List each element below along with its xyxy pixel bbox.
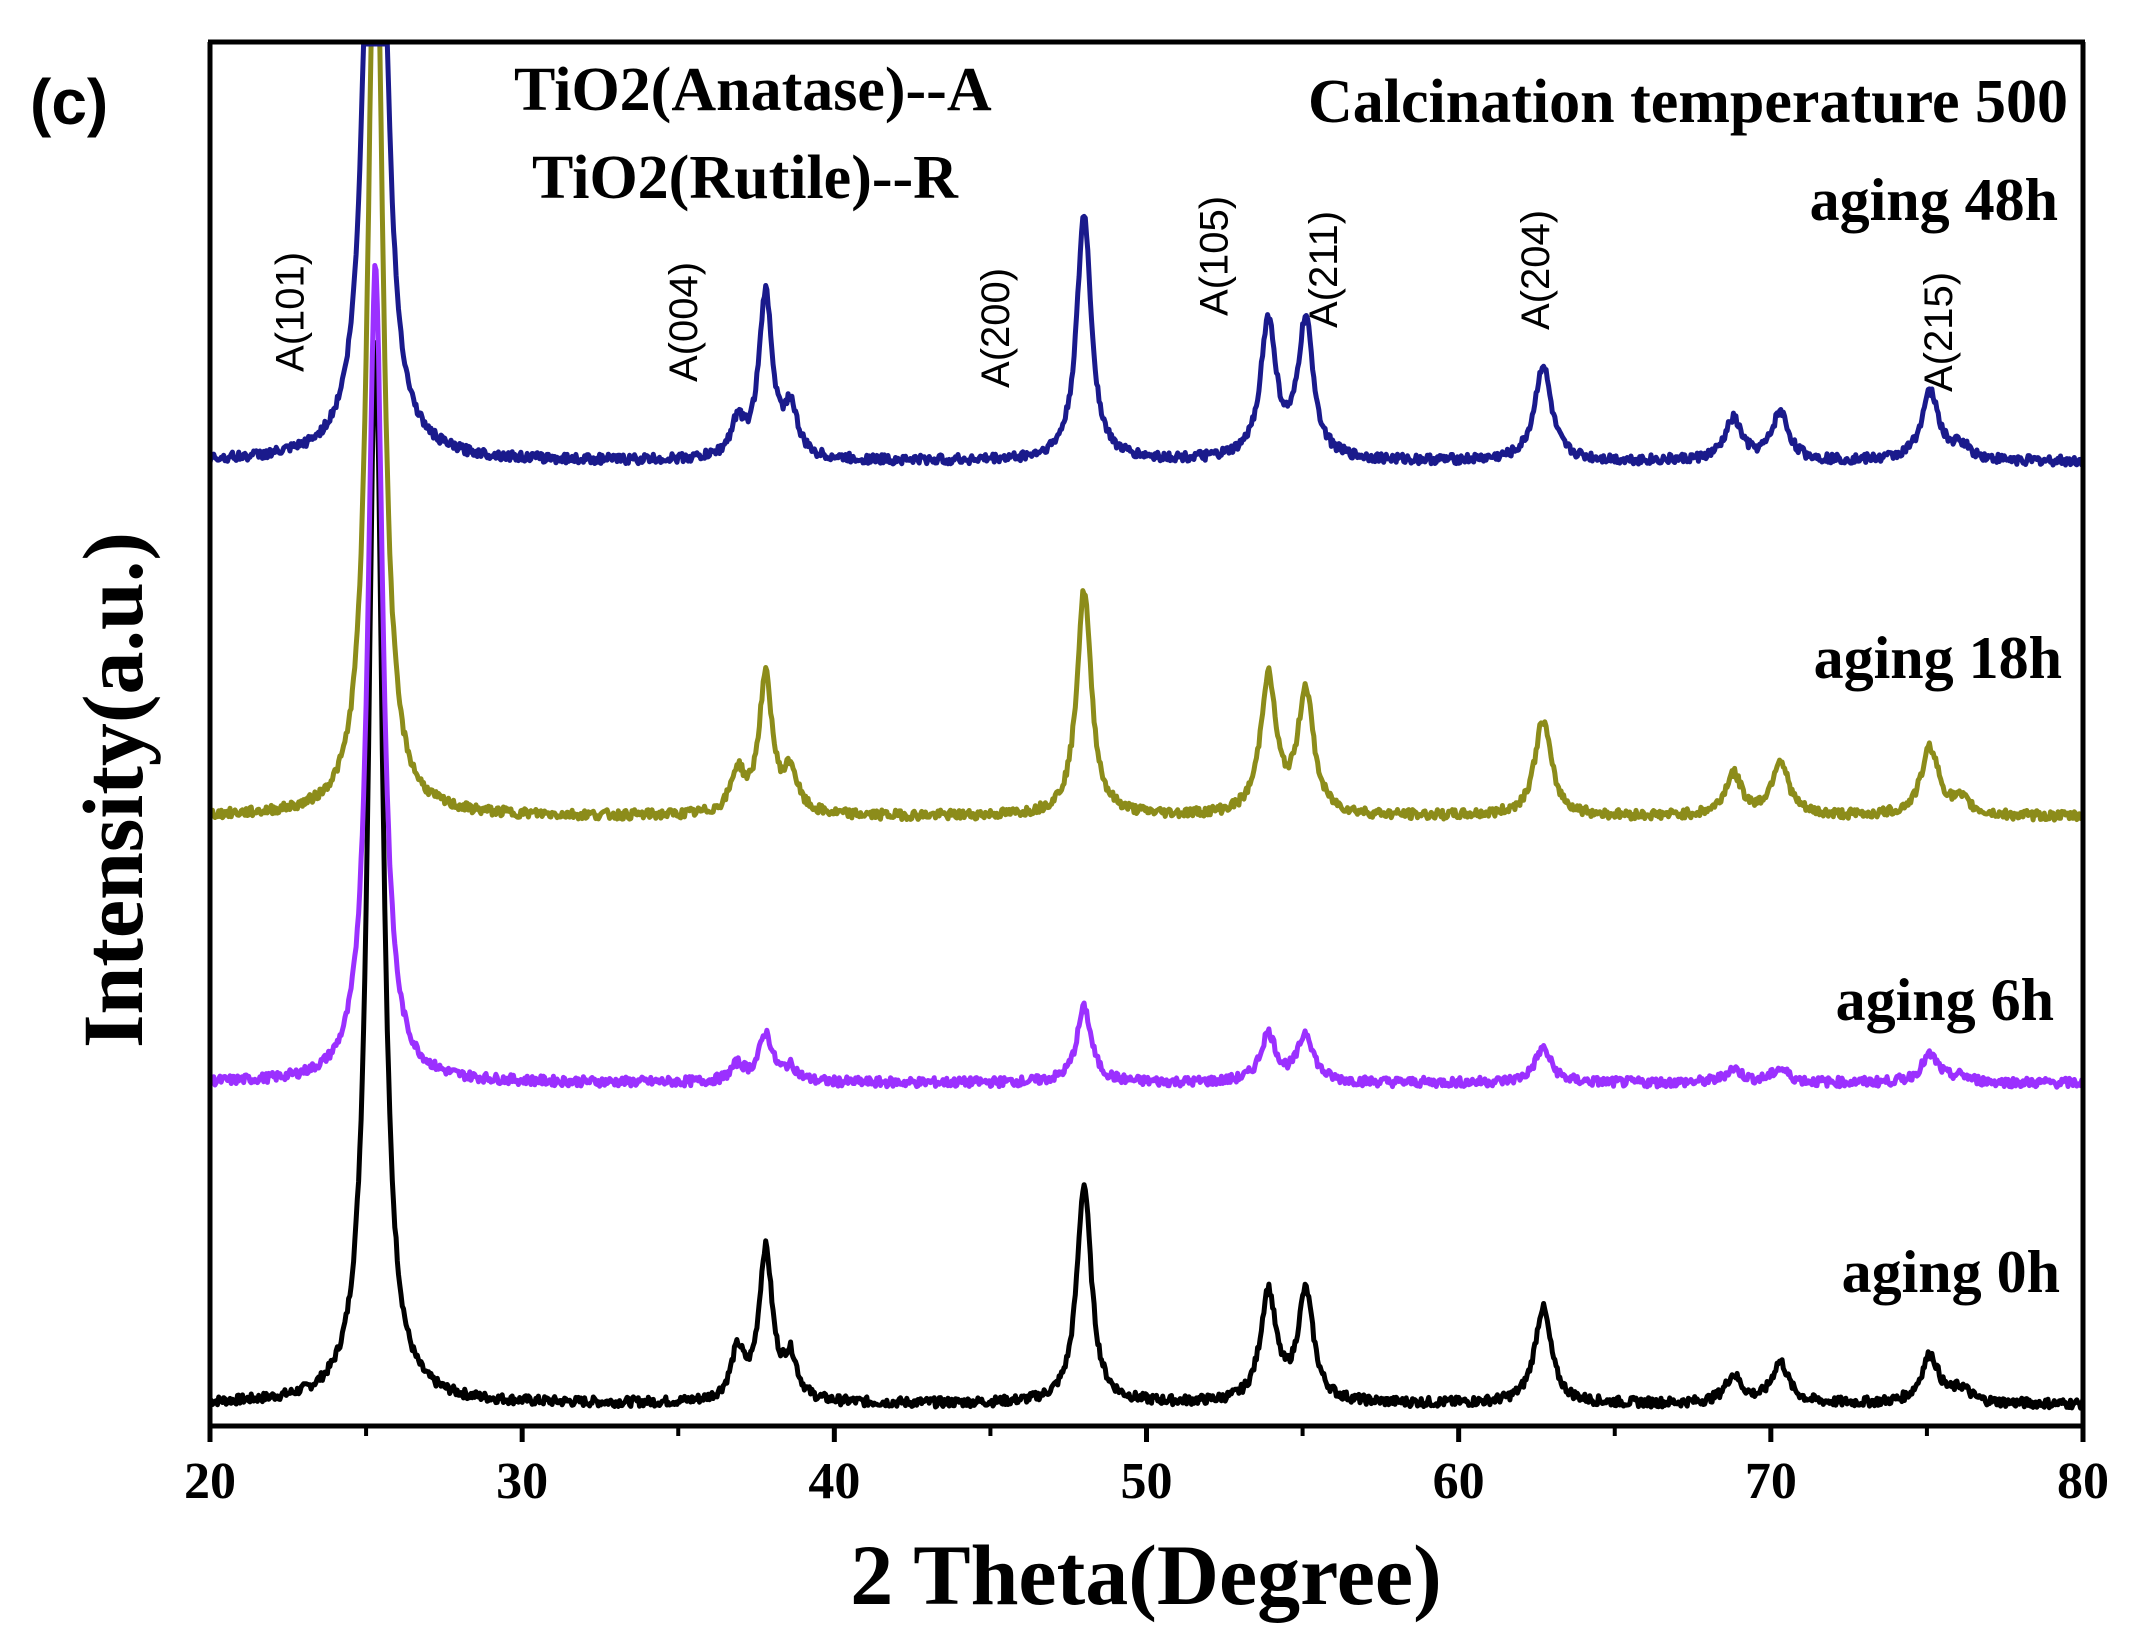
legend-rutile: TiO2(Rutile)--R bbox=[532, 144, 959, 212]
peak-label-A211: A(211) bbox=[1302, 211, 1346, 328]
x-tick-label-80: 80 bbox=[2057, 1453, 2109, 1510]
x-tick-label-40: 40 bbox=[808, 1453, 860, 1510]
series-layer bbox=[207, 41, 2086, 1411]
chart-title: Calcination temperature 500 bbox=[1308, 68, 2068, 136]
x-axis-label: 2 Theta(Degree) bbox=[850, 1527, 1441, 1623]
peak-label-A215: A(215) bbox=[1917, 272, 1961, 392]
peak-label-A200: A(200) bbox=[974, 268, 1018, 388]
x-tick-label-20: 20 bbox=[184, 1453, 236, 1510]
series-line-aging-6h bbox=[207, 263, 2086, 1090]
peak-label-A204: A(204) bbox=[1514, 210, 1558, 330]
panel-label: (c) bbox=[30, 66, 108, 138]
series-label-48h: aging 48h bbox=[1810, 167, 2058, 233]
series-label-0h: aging 0h bbox=[1842, 1239, 2060, 1305]
peak-label-A105: A(105) bbox=[1193, 196, 1237, 316]
tick-layer: 20 30 40 50 60 70 80 bbox=[184, 1426, 2109, 1510]
y-axis-label: Intensity(a.u.) bbox=[65, 532, 161, 1048]
x-tick-label-50: 50 bbox=[1121, 1453, 1173, 1510]
series-line-aging-0h bbox=[207, 340, 2086, 1411]
x-tick-label-70: 70 bbox=[1745, 1453, 1797, 1510]
series-label-6h: aging 6h bbox=[1836, 967, 2054, 1033]
legend-anatase: TiO2(Anatase)--A bbox=[514, 56, 992, 124]
peak-label-A004: A(004) bbox=[662, 262, 706, 382]
x-tick-label-60: 60 bbox=[1433, 1453, 1485, 1510]
series-line-aging-18h bbox=[207, 41, 2086, 823]
series-label-18h: aging 18h bbox=[1814, 625, 2062, 691]
peak-label-layer: A(101) A(004) A(200) A(105) A(211) A(204) A(21… bbox=[269, 196, 1961, 392]
series-line-aging-48h bbox=[207, 41, 2086, 468]
x-tick-label-30: 30 bbox=[496, 1453, 548, 1510]
peak-label-A101: A(101) bbox=[269, 252, 313, 372]
